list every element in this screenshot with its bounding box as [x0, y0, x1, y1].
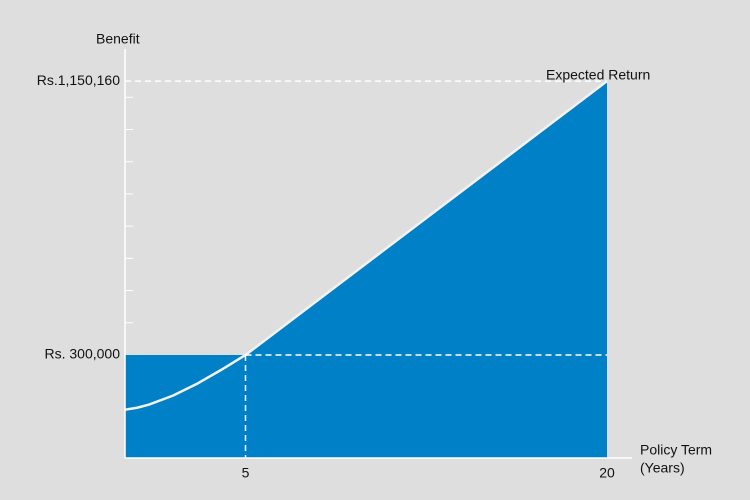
x-axis-label: Policy Term: [640, 442, 712, 458]
y-axis-label: Benefit: [96, 31, 140, 47]
x-axis-label: (Years): [640, 460, 685, 476]
area: [125, 81, 607, 458]
x-tick-label: 20: [599, 465, 615, 481]
y-tick-label: Rs.1,150,160: [37, 72, 120, 88]
annotation: Expected Return: [546, 67, 650, 83]
line: [124, 80, 608, 411]
x-tick-label: 5: [242, 465, 250, 481]
y-tick-label: Rs. 300,000: [45, 346, 121, 362]
